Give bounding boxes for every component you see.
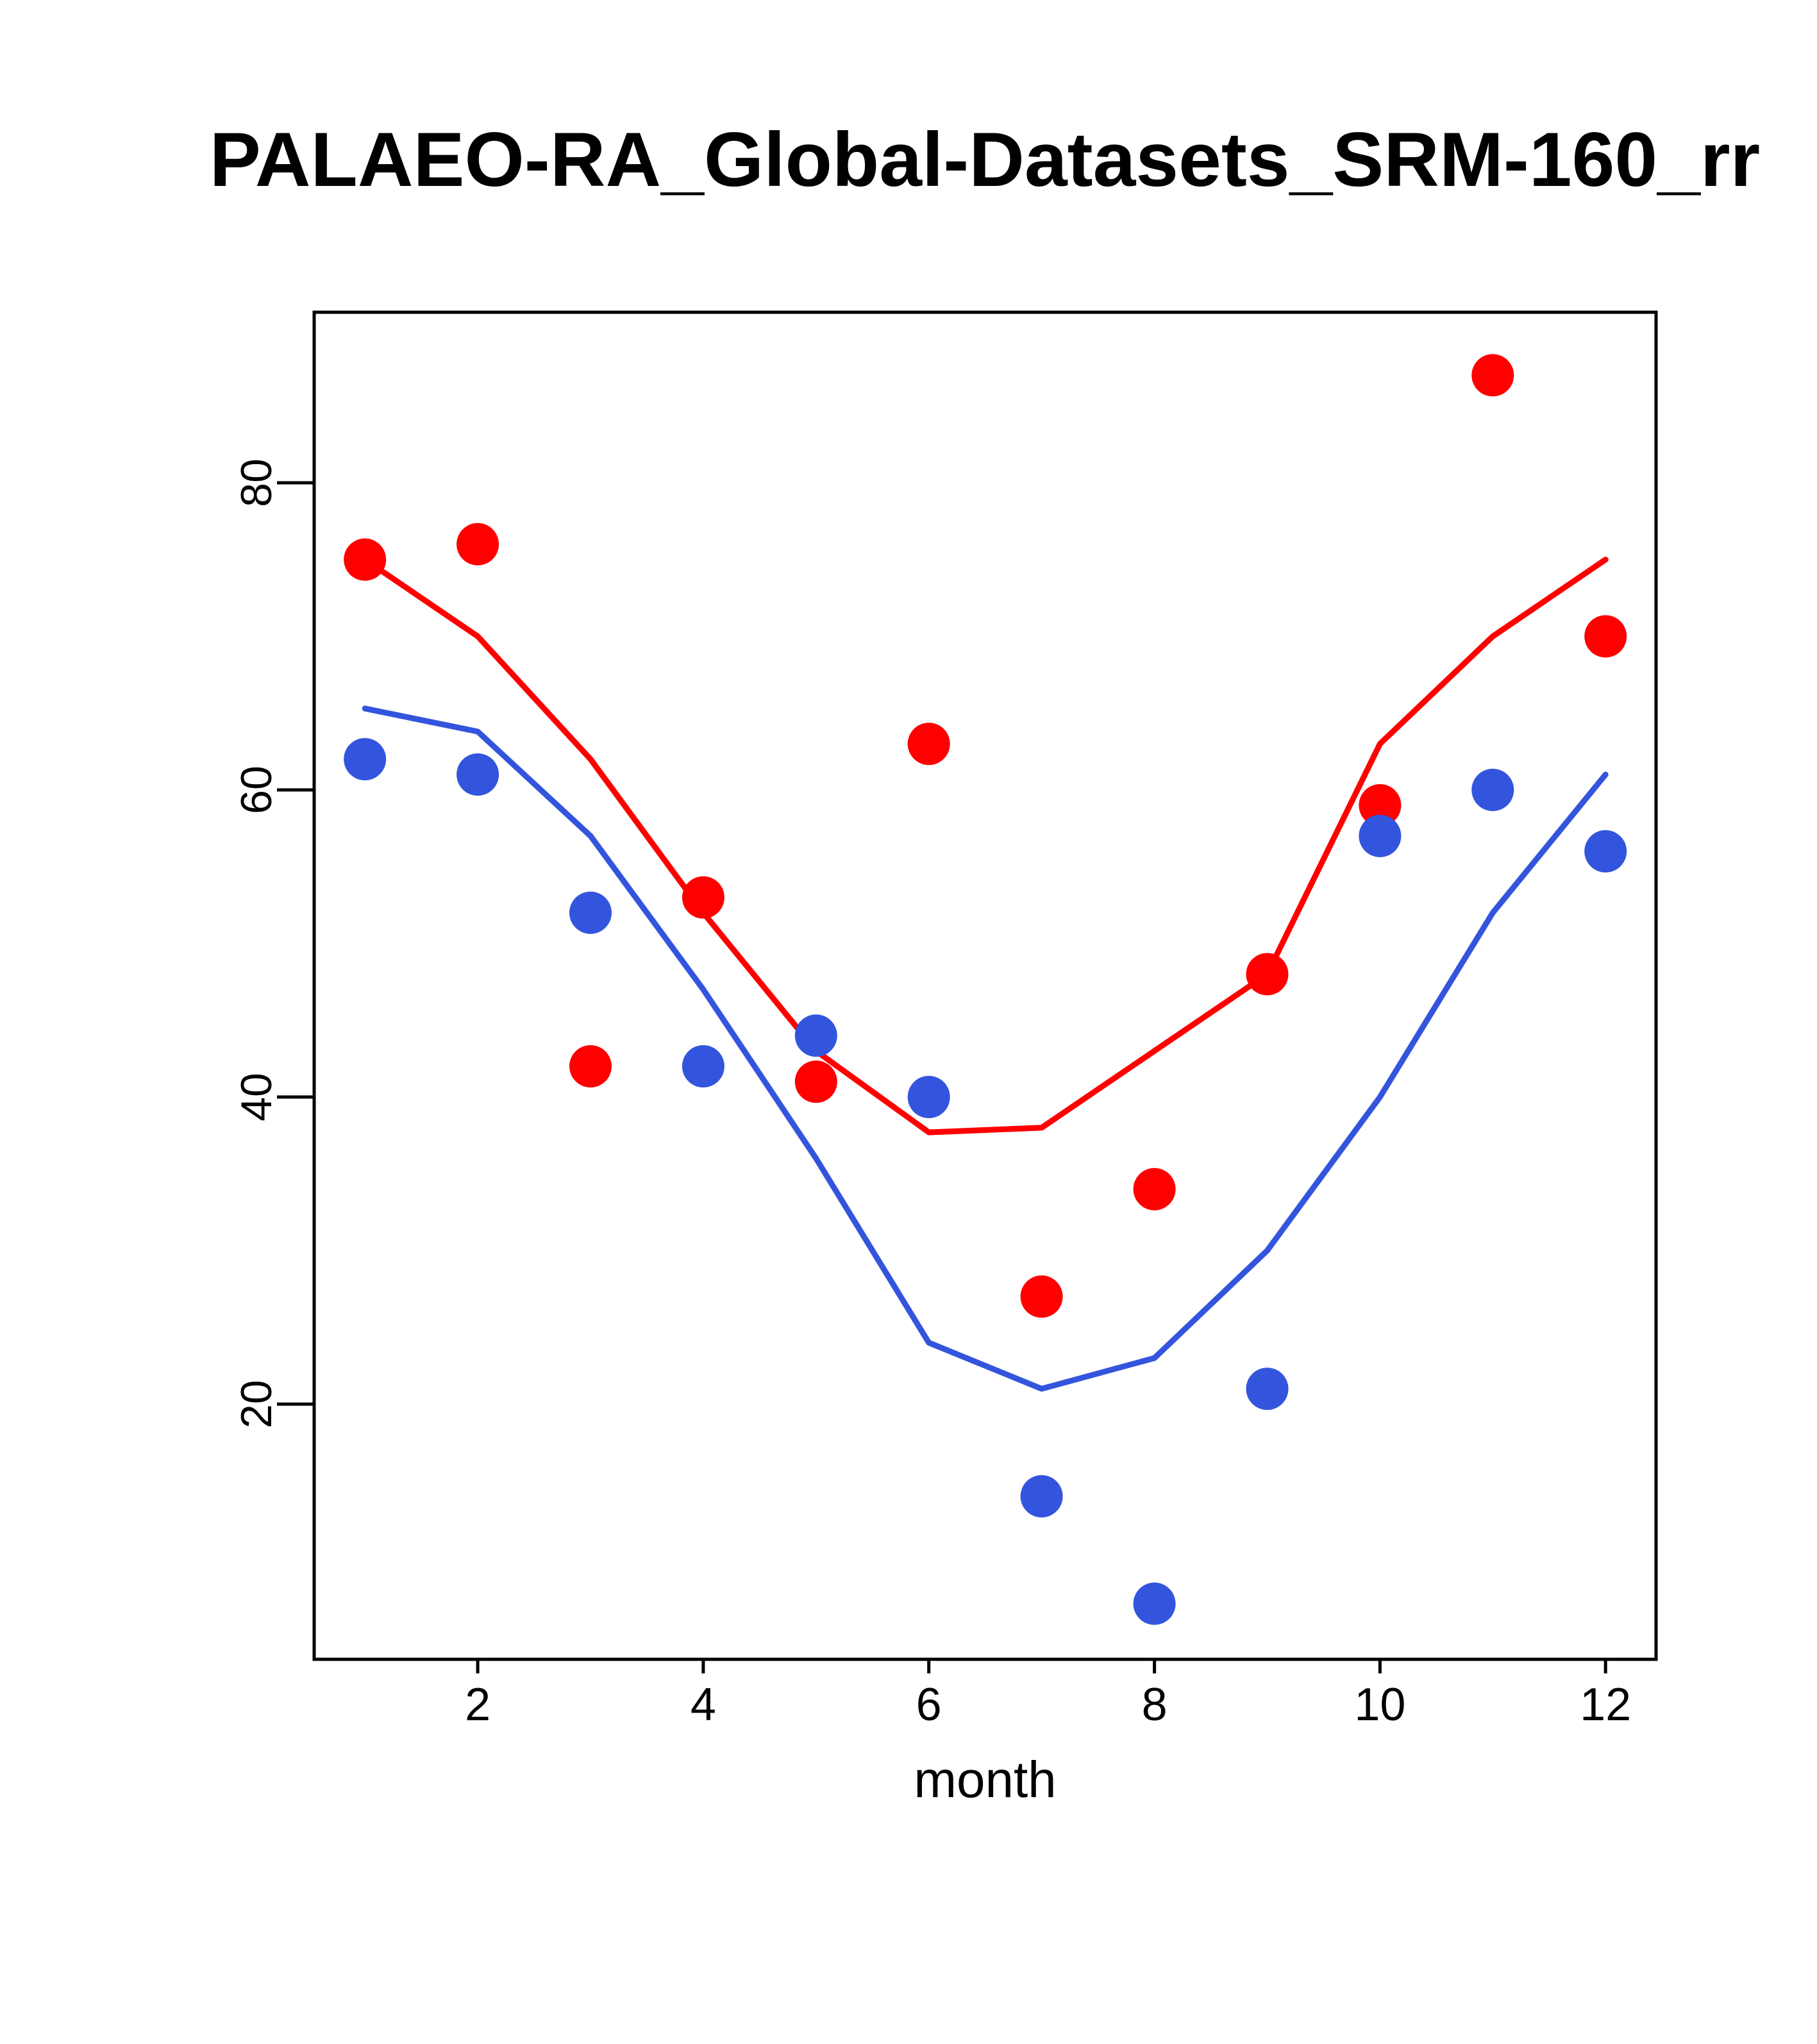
svg-text:6: 6 — [916, 1679, 942, 1730]
svg-text:PALAEO-RA_Global-Datasets_SRM-: PALAEO-RA_Global-Datasets_SRM-160_rr — [210, 117, 1760, 203]
svg-text:80: 80 — [232, 458, 281, 507]
svg-text:10: 10 — [1354, 1679, 1405, 1730]
svg-text:60: 60 — [232, 766, 281, 814]
svg-text:12: 12 — [1580, 1679, 1631, 1730]
svg-text:8: 8 — [1142, 1679, 1168, 1730]
svg-text:4: 4 — [691, 1679, 716, 1730]
svg-text:20: 20 — [232, 1380, 281, 1428]
svg-text:month: month — [914, 1751, 1056, 1808]
svg-text:2: 2 — [465, 1679, 490, 1730]
svg-text:40: 40 — [232, 1073, 281, 1121]
